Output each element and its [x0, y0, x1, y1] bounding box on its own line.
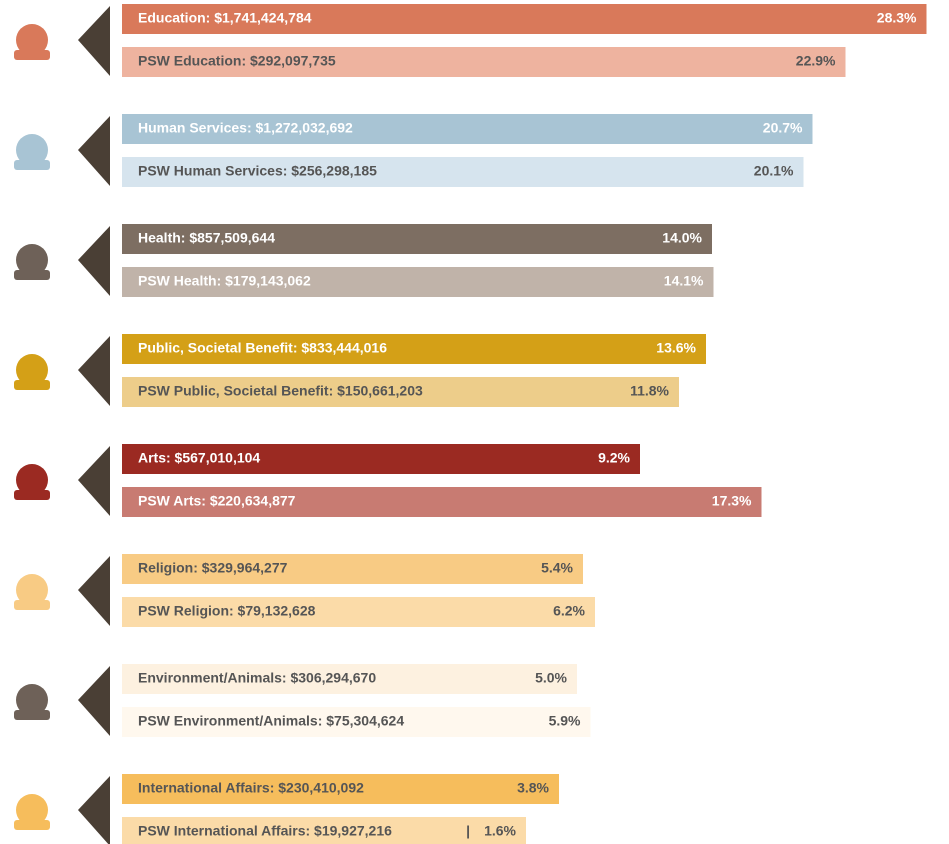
bar [122, 444, 640, 474]
percent-label: 3.8% [517, 780, 549, 796]
category-icon-base [14, 270, 50, 280]
bar-label: Religion: $329,964,277 [138, 560, 288, 576]
percent-label: 14.0% [662, 230, 702, 246]
bar [122, 707, 591, 737]
percent-label: 13.6% [656, 340, 696, 356]
bar-label: PSW Human Services: $256,298,185 [138, 163, 377, 179]
bar [122, 157, 804, 187]
percent-label: 22.9% [796, 53, 836, 69]
bar [122, 114, 813, 144]
bar-label: Human Services: $1,272,032,692 [138, 120, 353, 136]
bar [122, 554, 583, 584]
bar [122, 774, 559, 804]
bar [122, 4, 927, 34]
category-icon [16, 464, 48, 496]
bar-label: Education: $1,741,424,784 [138, 10, 312, 26]
category-icon-base [14, 50, 50, 60]
category-icon [16, 354, 48, 386]
pointer [78, 666, 110, 736]
category-icon-base [14, 490, 50, 500]
category-icon [16, 794, 48, 826]
bar [122, 224, 712, 254]
bar-label: Health: $857,509,644 [138, 230, 275, 246]
percent-label: 14.1% [664, 273, 704, 289]
bar-label: PSW Health: $179,143,062 [138, 273, 311, 289]
bar-label: International Affairs: $230,410,092 [138, 780, 364, 796]
bar-label: PSW Public, Societal Benefit: $150,661,2… [138, 383, 423, 399]
bar [122, 597, 595, 627]
bar-label: PSW Arts: $220,634,877 [138, 493, 296, 509]
separator: | [466, 823, 470, 839]
percent-label: 6.2% [553, 603, 585, 619]
category-icon-base [14, 600, 50, 610]
pointer [78, 336, 110, 406]
pointer [78, 776, 110, 844]
bar-label: PSW Environment/Animals: $75,304,624 [138, 713, 404, 729]
bar-label: PSW International Affairs: $19,927,216 [138, 823, 392, 839]
category-icon [16, 24, 48, 56]
bar [122, 267, 714, 297]
pointer [78, 116, 110, 186]
bar-label: Public, Societal Benefit: $833,444,016 [138, 340, 387, 356]
percent-label: 11.8% [630, 383, 669, 399]
category-icon-base [14, 160, 50, 170]
bar [122, 47, 846, 77]
bar-label: PSW Education: $292,097,735 [138, 53, 336, 69]
category-icon-base [14, 380, 50, 390]
category-icon [16, 134, 48, 166]
percent-label: 5.4% [541, 560, 573, 576]
pointer [78, 446, 110, 516]
percent-label: 5.0% [535, 670, 567, 686]
category-icon [16, 244, 48, 276]
category-icon [16, 684, 48, 716]
bar [122, 817, 526, 844]
percent-label: 5.9% [549, 713, 581, 729]
percent-label: 17.3% [712, 493, 752, 509]
pointer [78, 556, 110, 626]
pointer [78, 226, 110, 296]
percent-label: 20.7% [763, 120, 803, 136]
percent-label: 1.6% [484, 823, 516, 839]
bar-label: PSW Religion: $79,132,628 [138, 603, 316, 619]
bar [122, 487, 762, 517]
bar-label: Environment/Animals: $306,294,670 [138, 670, 376, 686]
percent-label: 28.3% [877, 10, 917, 26]
bar [122, 377, 679, 407]
percent-label: 20.1% [754, 163, 794, 179]
percent-label: 9.2% [598, 450, 630, 466]
category-icon [16, 574, 48, 606]
category-icon-base [14, 710, 50, 720]
category-icon-base [14, 820, 50, 830]
pointer [78, 6, 110, 76]
bar [122, 334, 706, 364]
bar [122, 664, 577, 694]
bar-label: Arts: $567,010,104 [138, 450, 260, 466]
